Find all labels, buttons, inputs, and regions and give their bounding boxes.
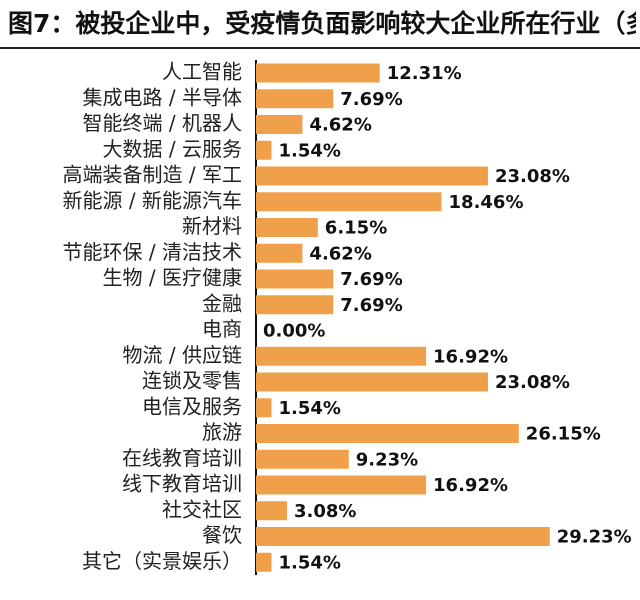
data-value-label: 4.62% <box>309 115 371 136</box>
data-value-label: 1.54% <box>278 140 340 161</box>
data-bar <box>256 166 488 186</box>
category-label: 电商 <box>202 317 242 341</box>
data-bar <box>256 140 272 160</box>
category-label: 高端装备制造 / 军工 <box>63 163 242 187</box>
data-value-label: 6.15% <box>325 218 387 239</box>
chart-title: 图7：被投企业中，受疫情负面影响较大企业所在行业（多选） <box>8 9 636 38</box>
data-bar <box>256 424 519 443</box>
data-bar <box>256 243 303 263</box>
category-label: 集成电路 / 半导体 <box>83 85 242 109</box>
category-label: 餐饮 <box>202 523 242 547</box>
category-label: 人工智能 <box>162 60 242 84</box>
data-bar <box>256 89 334 109</box>
data-bar <box>256 346 427 366</box>
data-bar <box>256 527 550 546</box>
data-bar <box>256 398 272 418</box>
category-label: 电信及服务 <box>142 394 242 418</box>
category-label: 生物 / 医疗健康 <box>103 266 242 290</box>
category-label: 连锁及零售 <box>142 369 242 393</box>
data-bar <box>256 115 303 134</box>
data-value-label: 1.54% <box>278 552 340 573</box>
category-label: 物流 / 供应链 <box>123 343 242 367</box>
data-value-label: 1.54% <box>278 398 340 419</box>
category-label: 旅游 <box>202 420 242 444</box>
data-value-label: 9.23% <box>356 449 418 470</box>
data-value-label: 16.92% <box>433 475 508 496</box>
data-value-label: 26.15% <box>526 424 601 445</box>
category-label: 线下教育培训 <box>122 472 242 496</box>
data-bar <box>256 269 334 289</box>
data-value-label: 23.08% <box>495 166 570 187</box>
data-bar <box>256 192 442 212</box>
data-bar <box>256 295 334 315</box>
data-value-label: 7.69% <box>340 295 402 316</box>
category-label: 在线教育培训 <box>122 446 242 470</box>
data-value-label: 18.46% <box>449 192 524 213</box>
data-value-label: 16.92% <box>433 346 508 367</box>
data-value-label: 3.08% <box>294 501 356 522</box>
data-value-label: 7.69% <box>340 89 402 110</box>
data-value-label: 12.31% <box>387 63 462 84</box>
category-label: 新材料 <box>182 214 242 238</box>
data-bar <box>256 218 318 237</box>
data-bar <box>256 475 427 495</box>
data-bar <box>256 372 488 392</box>
title-divider <box>0 47 640 49</box>
data-value-label: 23.08% <box>495 372 570 393</box>
data-value-label: 7.69% <box>340 269 402 290</box>
category-label: 大数据 / 云服务 <box>103 137 242 161</box>
data-bar <box>256 449 349 469</box>
data-value-label: 4.62% <box>309 243 371 264</box>
data-bar <box>256 63 380 83</box>
category-label: 社交社区 <box>162 497 242 521</box>
category-label: 智能终端 / 机器人 <box>83 111 242 135</box>
data-value-label: 29.23% <box>557 527 632 548</box>
data-bar <box>256 552 272 572</box>
category-label: 金融 <box>202 291 242 315</box>
category-label: 其它（实景娱乐） <box>82 549 242 573</box>
data-value-label: 0.00% <box>263 321 325 342</box>
category-label: 节能环保 / 清洁技术 <box>63 240 242 264</box>
category-label: 新能源 / 新能源汽车 <box>63 188 242 212</box>
data-bar <box>256 501 287 521</box>
